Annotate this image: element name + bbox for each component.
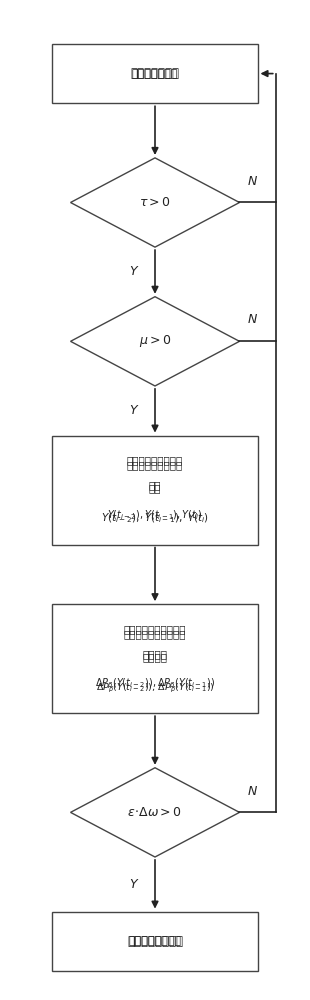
Bar (52, 436, 258, 545)
Text: 判定系统将不稳定: 判定系统将不稳定 (127, 935, 183, 948)
Text: $N$: $N$ (247, 785, 258, 798)
Text: 计算当前功角对应的不: 计算当前功角对应的不 (124, 629, 186, 639)
Text: $\varepsilon\!\cdot\!\Delta\omega > 0$: $\varepsilon\!\cdot\!\Delta\omega > 0$ (127, 806, 183, 819)
Text: 平衡功率: 平衡功率 (143, 652, 167, 662)
Bar (52, 912, 258, 971)
Bar (52, 44, 258, 103)
Polygon shape (71, 768, 239, 857)
Polygon shape (71, 158, 239, 247)
Text: $Y$: $Y$ (129, 265, 139, 278)
Text: 计算等值系统的时变: 计算等值系统的时变 (127, 460, 183, 470)
Text: 轨迹的实时测量: 轨迹的实时测量 (132, 69, 178, 79)
Text: 参数: 参数 (149, 480, 161, 490)
Text: $\Delta P_{\beta}(Y(t_{i-2})),\,\Delta P_{\beta}(Y(t_{i-1}))$: $\Delta P_{\beta}(Y(t_{i-2})),\,\Delta P… (95, 682, 215, 695)
Text: $\mu > 0$: $\mu > 0$ (139, 333, 171, 349)
Text: 计算等值系统的时变: 计算等值系统的时变 (127, 455, 183, 465)
Text: $Y(t_{i-2}), Y(t_{i-1}), Y(t_i)$: $Y(t_{i-2}), Y(t_{i-1}), Y(t_i)$ (107, 508, 203, 522)
Text: 轨迹的实时测量: 轨迹的实时测量 (131, 67, 179, 80)
Text: $ΔP_β(Y(t_{i-2})), ΔP_β(Y(t_{i-1}))$: $ΔP_β(Y(t_{i-2})), ΔP_β(Y(t_{i-1}))$ (95, 676, 215, 691)
Text: $Y$: $Y$ (129, 404, 139, 417)
Text: 判定系统将不稳定: 判定系统将不稳定 (129, 936, 181, 946)
Text: 计算当前功角对应的不: 计算当前功角对应的不 (124, 624, 186, 634)
Text: $N$: $N$ (247, 175, 258, 188)
Text: $Y(t_{i-2}),\ Y(t_{i-1}),\ Y(t_i)$: $Y(t_{i-2}),\ Y(t_{i-1}),\ Y(t_i)$ (101, 511, 209, 525)
Bar (52, 604, 258, 713)
Text: $\tau > 0$: $\tau > 0$ (139, 196, 171, 209)
Text: $N$: $N$ (247, 313, 258, 326)
Text: 平衡功率: 平衡功率 (143, 649, 167, 659)
Text: $Y$: $Y$ (129, 878, 139, 891)
Polygon shape (71, 297, 239, 386)
Text: 参数: 参数 (149, 483, 161, 493)
